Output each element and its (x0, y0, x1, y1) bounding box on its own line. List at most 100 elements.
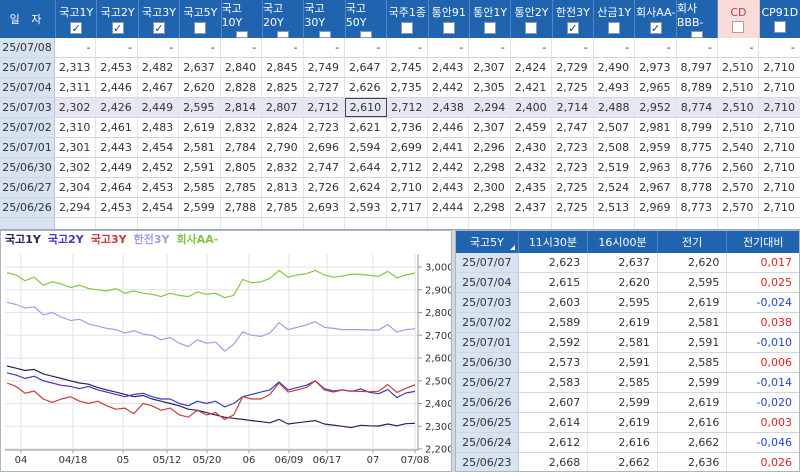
table-cell[interactable]: 2,814 (221, 98, 262, 117)
table-cell[interactable]: 2,828 (221, 78, 263, 97)
table-cell[interactable]: 2,441 (428, 138, 470, 157)
column-checkbox[interactable] (773, 20, 786, 33)
table-cell[interactable]: 2,726 (304, 178, 346, 197)
table-cell[interactable]: 2,453 (138, 178, 180, 197)
table-cell[interactable]: 2,424 (511, 58, 553, 77)
table-cell[interactable]: 2,510 (718, 98, 760, 117)
table-cell[interactable]: 2,304 (55, 178, 97, 197)
column-checkbox[interactable] (691, 31, 704, 38)
column-header-국고2Y[interactable]: 국고2Y ✓ (97, 0, 139, 38)
table-cell[interactable]: 2,699 (387, 138, 428, 157)
table-cell[interactable]: 2,449 (138, 98, 180, 117)
table-cell[interactable]: - (635, 38, 677, 57)
detail-cell[interactable]: 2,581 (658, 313, 728, 332)
detail-cell[interactable]: 0,025 (760, 276, 793, 289)
table-cell[interactable]: 2,973 (635, 58, 677, 77)
table-cell[interactable]: - (594, 38, 636, 57)
table-cell[interactable]: 2,813 (262, 178, 304, 197)
table-cell[interactable]: 2,599 (179, 198, 221, 217)
detail-cell[interactable]: 2,585 (658, 353, 728, 372)
table-cell[interactable]: 2,710 (763, 101, 796, 114)
table-cell[interactable]: 2,710 (763, 181, 795, 194)
table-cell[interactable]: 8,789 (677, 78, 718, 97)
column-checkbox[interactable] (318, 31, 331, 38)
table-cell[interactable]: 2,963 (635, 158, 677, 177)
table-cell[interactable]: 2,824 (262, 118, 304, 137)
column-checkbox[interactable] (442, 22, 455, 34)
column-checkbox-checked[interactable]: ✓ (566, 21, 579, 35)
table-cell[interactable]: - (345, 38, 387, 57)
table-cell[interactable]: 2,710 (763, 61, 795, 74)
table-cell[interactable]: 2,513 (594, 198, 636, 217)
detail-cell[interactable]: 2,619 (588, 413, 658, 432)
table-cell[interactable]: 2,435 (511, 178, 553, 197)
table-cell[interactable]: 2,747 (304, 158, 346, 177)
row-date-cell[interactable]: 25/07/07 (0, 58, 55, 77)
table-cell[interactable]: 2,725 (552, 78, 594, 97)
table-cell[interactable]: 2,593 (345, 198, 387, 217)
table-cell[interactable]: 2,421 (511, 78, 553, 97)
table-cell[interactable]: 2,453 (96, 58, 138, 77)
detail-cell[interactable]: 2,589 (519, 313, 589, 332)
column-header-국고20Y[interactable]: 국고20Y (263, 0, 305, 38)
detail-cell[interactable]: 2,607 (519, 393, 589, 412)
table-cell[interactable]: 2,454 (138, 198, 180, 217)
column-checkbox[interactable] (525, 22, 538, 34)
table-cell[interactable]: 2,710 (763, 121, 795, 134)
table-cell[interactable]: 2,519 (594, 158, 636, 177)
table-cell[interactable]: 2,832 (221, 118, 263, 137)
table-cell[interactable]: 2,426 (96, 98, 138, 117)
table-cell[interactable]: 2,310 (55, 118, 97, 137)
table-cell[interactable]: 2,784 (221, 138, 263, 157)
column-header-국고10Y[interactable]: 국고10Y (222, 0, 263, 38)
detail-cell[interactable]: 2,662 (658, 433, 728, 452)
column-checkbox[interactable] (277, 31, 290, 38)
detail-cell[interactable]: 2,620 (658, 253, 728, 272)
detail-cell[interactable]: 2,599 (658, 373, 728, 392)
table-cell[interactable]: 2,585 (179, 178, 221, 197)
table-cell[interactable]: 2,710 (763, 81, 795, 94)
column-checkbox[interactable] (608, 22, 621, 34)
table-cell[interactable]: 2,560 (718, 158, 760, 177)
table-cell[interactable]: 2,305 (469, 78, 511, 97)
table-cell[interactable]: 2,540 (718, 138, 760, 157)
column-header-국고5Y[interactable]: 국고5Y (180, 0, 222, 38)
table-cell[interactable]: 2,459 (511, 118, 553, 137)
table-cell[interactable]: 2,735 (387, 78, 428, 97)
table-cell[interactable]: 2,307 (469, 58, 511, 77)
table-cell[interactable]: 2,446 (96, 78, 138, 97)
column-header-CD[interactable]: CD (718, 0, 760, 38)
table-cell[interactable]: 2,710 (763, 141, 795, 154)
detail-cell[interactable]: 0,017 (760, 256, 793, 269)
table-cell[interactable]: 2,302 (55, 98, 97, 117)
table-cell[interactable]: 2,301 (55, 138, 97, 157)
table-cell[interactable]: 2,490 (594, 58, 636, 77)
detail-cell[interactable]: 2,619 (658, 293, 728, 312)
detail-cell[interactable]: 0,026 (760, 456, 793, 469)
table-cell[interactable]: 2,745 (387, 58, 428, 77)
detail-date-cell[interactable]: 25/06/23 (456, 453, 519, 471)
row-date-cell[interactable]: 25/07/03 (0, 98, 55, 117)
table-cell[interactable]: - (552, 38, 594, 57)
table-cell[interactable]: - (262, 38, 304, 57)
table-cell[interactable]: 2,488 (594, 98, 636, 117)
detail-cell[interactable]: 0,038 (760, 316, 793, 329)
detail-cell[interactable]: 2,637 (588, 253, 658, 272)
table-cell[interactable]: - (718, 38, 760, 57)
table-cell[interactable]: - (428, 38, 470, 57)
table-cell[interactable]: 2,969 (635, 198, 677, 217)
table-cell[interactable]: 2,508 (594, 138, 636, 157)
table-cell[interactable]: 2,493 (594, 78, 636, 97)
row-date-cell[interactable]: 25/06/27 (0, 178, 55, 197)
detail-cell[interactable]: -0,010 (756, 336, 793, 349)
table-cell[interactable]: 2,442 (428, 158, 470, 177)
table-cell[interactable]: 2,736 (387, 118, 428, 137)
detail-cell[interactable]: 2,636 (658, 453, 728, 471)
table-cell[interactable]: 8,778 (677, 178, 718, 197)
table-cell[interactable]: 2,510 (718, 118, 760, 137)
table-cell[interactable]: 2,591 (179, 158, 221, 177)
table-cell[interactable]: 2,710 (763, 201, 795, 214)
column-checkbox[interactable] (401, 22, 414, 34)
column-header-국고50Y[interactable]: 국고50Y (346, 0, 388, 38)
table-cell[interactable]: - (304, 38, 346, 57)
